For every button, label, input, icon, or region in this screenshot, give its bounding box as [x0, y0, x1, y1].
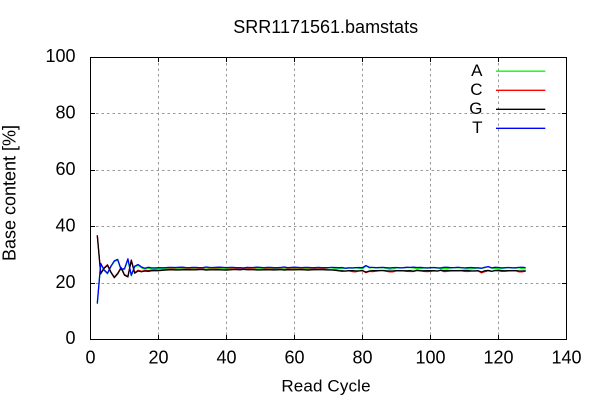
svg-text:20: 20: [55, 272, 75, 292]
svg-text:T: T: [472, 118, 482, 137]
svg-text:60: 60: [284, 348, 304, 368]
svg-text:C: C: [470, 80, 482, 99]
svg-text:0: 0: [85, 348, 95, 368]
svg-text:20: 20: [148, 348, 168, 368]
svg-text:Read Cycle: Read Cycle: [281, 376, 370, 395]
svg-text:G: G: [469, 99, 482, 118]
svg-text:40: 40: [55, 215, 75, 235]
svg-text:A: A: [471, 61, 483, 80]
svg-text:140: 140: [551, 348, 581, 368]
svg-text:100: 100: [45, 46, 75, 66]
svg-text:40: 40: [216, 348, 236, 368]
svg-text:0: 0: [65, 328, 75, 348]
svg-text:80: 80: [352, 348, 372, 368]
svg-text:Base content [%]: Base content [%]: [0, 125, 20, 261]
svg-text:SRR1171561.bamstats: SRR1171561.bamstats: [233, 17, 418, 37]
svg-text:60: 60: [55, 159, 75, 179]
svg-text:120: 120: [483, 348, 513, 368]
svg-text:80: 80: [55, 103, 75, 123]
svg-text:100: 100: [415, 348, 445, 368]
